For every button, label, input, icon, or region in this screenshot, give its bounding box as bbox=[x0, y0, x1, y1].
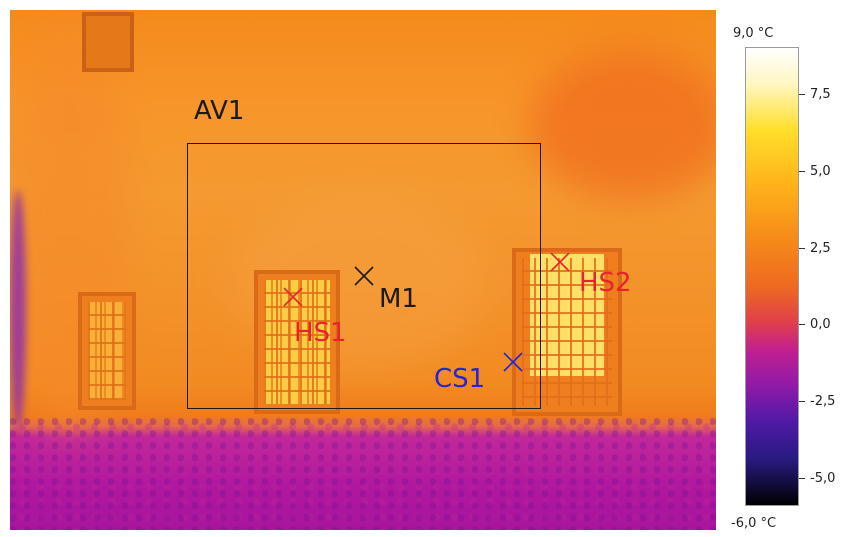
warm-area bbox=[10, 190, 26, 430]
cold-spot-1-label: CS1 bbox=[434, 364, 486, 394]
upper-window bbox=[82, 12, 134, 72]
thermal-image bbox=[10, 10, 716, 530]
hot-spot-2-marker-icon[interactable] bbox=[549, 251, 571, 273]
measure-point-1-marker-icon[interactable] bbox=[353, 265, 375, 287]
temperature-color-scale bbox=[745, 47, 799, 506]
scale-tick-label: 7,5 bbox=[810, 87, 831, 102]
hot-spot-1-marker-icon[interactable] bbox=[282, 286, 304, 308]
scale-tick-label: 0,0 bbox=[810, 317, 831, 332]
scale-tick-label: -2,5 bbox=[810, 394, 836, 409]
measurement-area-box[interactable] bbox=[187, 143, 541, 409]
hot-spot-1-label: HS1 bbox=[294, 318, 347, 348]
scale-tick bbox=[799, 478, 805, 479]
warm-area bbox=[530, 50, 716, 200]
ground bbox=[10, 418, 716, 530]
scale-tick bbox=[799, 171, 805, 172]
scale-tick bbox=[799, 94, 805, 95]
scale-min-label: -6,0 °C bbox=[731, 516, 777, 531]
scale-tick-label: -5,0 bbox=[810, 471, 836, 486]
scale-tick bbox=[799, 248, 805, 249]
scale-tick bbox=[799, 324, 805, 325]
scale-tick-label: 2,5 bbox=[810, 241, 831, 256]
left-window bbox=[78, 292, 136, 410]
scale-tick-label: 5,0 bbox=[810, 164, 831, 179]
scale-tick bbox=[799, 401, 805, 402]
right-window bbox=[512, 248, 622, 416]
measure-point-1-label: M1 bbox=[379, 284, 418, 314]
cold-spot-1-marker-icon[interactable] bbox=[502, 351, 524, 373]
hot-spot-2-label: HS2 bbox=[579, 268, 632, 298]
scale-max-label: 9,0 °C bbox=[733, 26, 774, 41]
measurement-area-label: AV1 bbox=[194, 96, 245, 126]
